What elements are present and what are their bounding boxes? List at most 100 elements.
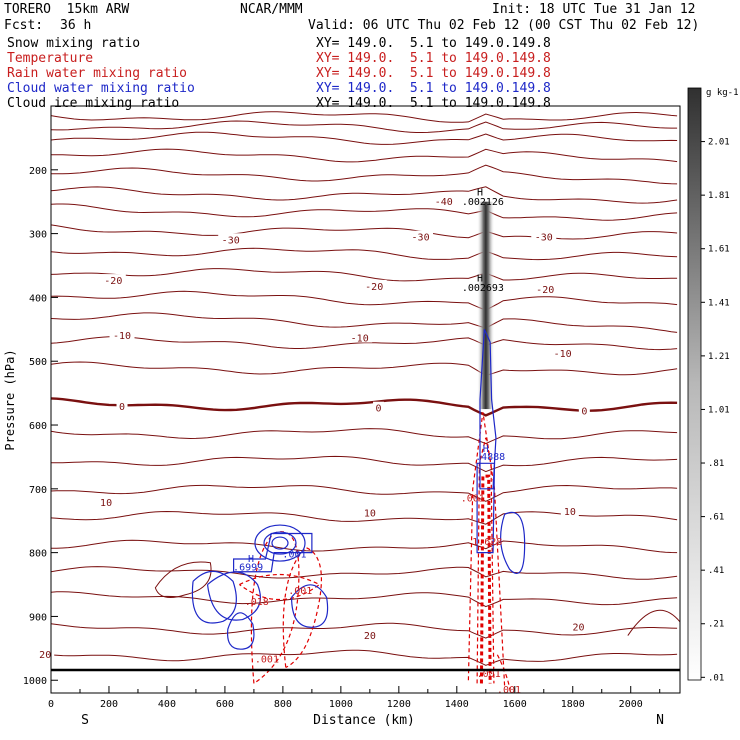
temp-label: 0 <box>581 406 587 417</box>
isotherm <box>51 484 678 502</box>
temp-label-bg <box>36 647 55 659</box>
isotherm-closed <box>154 561 212 598</box>
field-name-cloud-ice: Cloud ice mixing ratio <box>7 96 180 111</box>
colorbar-label: 2.01 <box>708 138 730 148</box>
y-tick-label: 400 <box>29 293 47 304</box>
contour-annotation: .001 <box>255 654 279 665</box>
colorbar-label: 1.41 <box>708 298 730 308</box>
isotherm <box>51 120 678 133</box>
contour-annotation: H <box>477 187 483 198</box>
temp-label: 10 <box>364 508 376 519</box>
contour-annotation: .4888 <box>475 452 505 463</box>
y-tick-label: 200 <box>29 166 47 177</box>
plot-frame <box>50 105 681 694</box>
y-tick-label: 900 <box>29 612 47 623</box>
rain-contour <box>239 573 321 601</box>
temp-label-bg <box>100 274 126 286</box>
temp-label-bg <box>531 230 557 242</box>
fcst-label: Fcst: <box>4 18 44 33</box>
temp-label-bg <box>360 628 379 640</box>
contour-annotation: H <box>477 273 483 284</box>
temp-label-bg <box>116 399 128 411</box>
colorbar-label: 1.01 <box>708 405 730 415</box>
isotherm <box>51 131 678 145</box>
isotherm <box>51 268 678 282</box>
cloud-water-contour <box>479 329 497 490</box>
y-tick-label: 600 <box>29 421 47 432</box>
snow-column <box>477 201 495 410</box>
temp-label: 0 <box>376 404 382 415</box>
colorbar-label: 1.61 <box>708 245 730 255</box>
temp-label: 20 <box>39 650 51 661</box>
contour-annotation: .6999 <box>233 562 263 573</box>
colorbar-label: .01 <box>708 673 724 683</box>
model-title: TORERO 15km ARW <box>4 2 130 17</box>
field-xy-snow: XY= 149.0. 5.1 to 149.0.149.8 <box>316 36 551 51</box>
temp-label: 20 <box>364 631 376 642</box>
isotherm <box>51 361 678 377</box>
temp-label: 10 <box>100 498 112 509</box>
rain-contour <box>250 531 300 684</box>
isotherm <box>51 111 678 123</box>
field-xy-rain: XY= 149.0. 5.1 to 149.0.149.8 <box>316 66 551 81</box>
temp-label: -30 <box>222 235 240 246</box>
field-xy-temperature: XY= 149.0. 5.1 to 149.0.149.8 <box>316 51 551 66</box>
temp-label: -10 <box>554 349 572 360</box>
rain-contour <box>476 437 495 684</box>
isotherm <box>51 455 678 473</box>
colorbar-label: .41 <box>708 566 724 576</box>
isotherm <box>51 649 678 666</box>
y-tick-label: 500 <box>29 357 47 368</box>
temp-label: -10 <box>351 334 369 345</box>
colorbar <box>687 87 702 681</box>
temp-label: -20 <box>365 282 383 293</box>
x-tick-label: 200 <box>100 699 118 710</box>
isotherm <box>51 336 678 351</box>
isotherm-zero <box>51 397 678 417</box>
contour-annotation: .001 <box>282 550 306 561</box>
y-tick-label: 700 <box>29 485 47 496</box>
temp-label-bg <box>532 283 558 295</box>
isotherm <box>51 591 678 608</box>
colorbar-label: .81 <box>708 459 724 469</box>
temp-label: 20 <box>573 623 585 634</box>
x-tick-label: 800 <box>274 699 292 710</box>
temp-label: -20 <box>104 276 122 287</box>
x-tick-label: 1800 <box>561 699 585 710</box>
cloud-water-contour <box>226 612 255 650</box>
colorbar-label: 1.21 <box>708 352 730 362</box>
cloud-water-contour <box>191 570 237 624</box>
isotherm-bump <box>627 609 680 636</box>
isotherm <box>51 186 678 204</box>
isotherm <box>51 224 678 240</box>
isotherm <box>51 622 678 639</box>
isotherm <box>51 428 678 445</box>
temp-label-bg <box>431 194 457 206</box>
temp-label: -20 <box>536 285 554 296</box>
contour-annotation: H <box>248 554 254 565</box>
cloud-water-contour <box>500 511 526 574</box>
rain-contour <box>282 546 322 669</box>
temp-label-bg <box>560 505 579 517</box>
temp-label-bg <box>569 620 588 632</box>
isotherm <box>51 539 678 554</box>
x-tick-label: 1600 <box>503 699 527 710</box>
rain-contour <box>496 654 511 693</box>
cloud-water-contour <box>263 531 297 555</box>
rain-contour <box>467 412 506 687</box>
isotherm <box>51 164 678 185</box>
colorbar-label: .21 <box>708 620 724 630</box>
init-time: Init: 18 UTC Tue 31 Jan 12 <box>492 2 696 17</box>
isotherm <box>51 290 678 311</box>
cloud-water-contour <box>271 536 289 550</box>
y-tick-label: 300 <box>29 230 47 241</box>
temp-label-bg <box>361 279 387 291</box>
temp-label: -30 <box>535 233 553 244</box>
x-tick-label: 400 <box>158 699 176 710</box>
temp-label-bg <box>347 331 373 343</box>
temp-label-bg <box>550 346 576 358</box>
y-axis-label: Pressure (hPa) <box>3 349 17 450</box>
field-name-snow: Snow mixing ratio <box>7 36 141 51</box>
field-name-cloud-water: Cloud water mixing ratio <box>7 81 195 96</box>
temp-label-bg <box>218 233 244 245</box>
